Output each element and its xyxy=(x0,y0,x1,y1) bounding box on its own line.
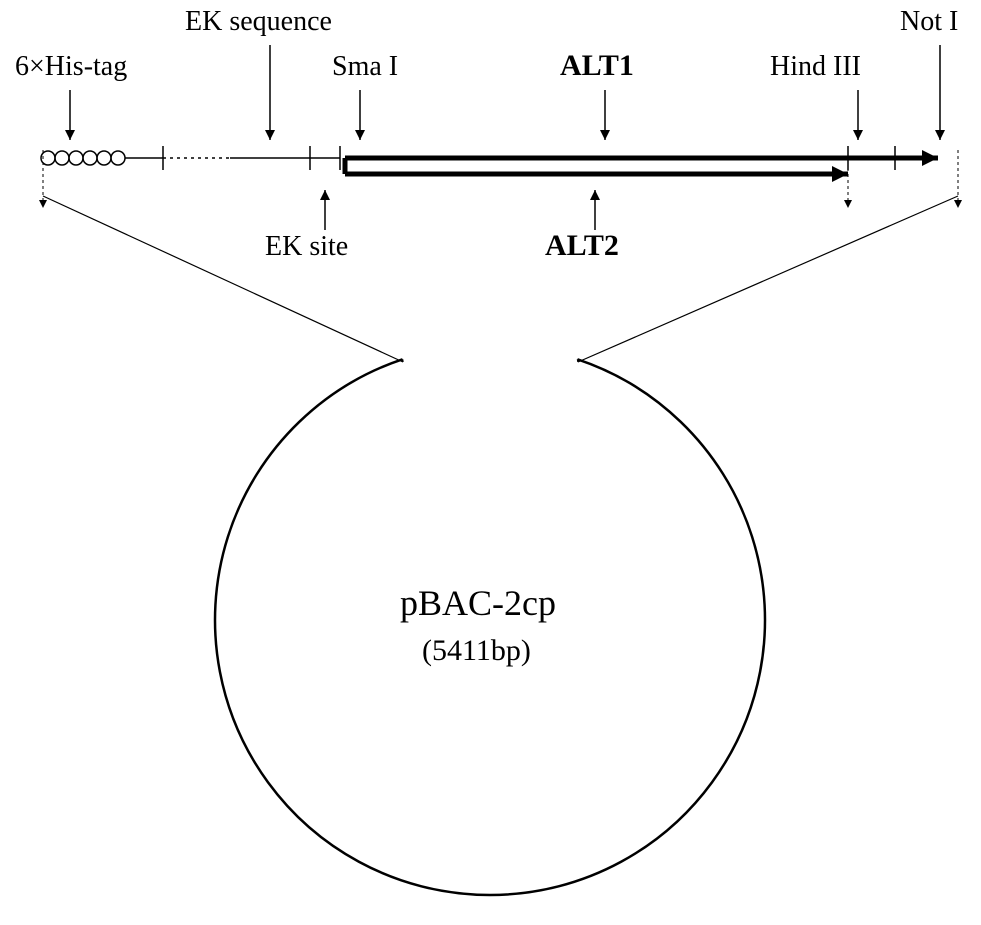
label-hind-iii: Hind III xyxy=(770,51,861,82)
plasmid-circle xyxy=(215,359,765,895)
his-tag-circle xyxy=(83,151,97,165)
label-alt2: ALT2 xyxy=(545,229,619,262)
alt1-arrowhead xyxy=(922,150,938,166)
label-his-tag: 6×His-tag xyxy=(15,51,127,82)
his-tag-circle xyxy=(55,151,69,165)
his-tag-circle xyxy=(111,151,125,165)
label-ek-site: EK site xyxy=(265,231,348,262)
label-ek-sequence: EK sequence xyxy=(185,6,332,37)
his-tag-circle xyxy=(69,151,83,165)
his-tag-circle xyxy=(97,151,111,165)
plasmid-size: (5411bp) xyxy=(422,634,531,667)
alt2-arrowhead xyxy=(832,166,848,182)
plasmid-name: pBAC-2cp xyxy=(400,583,556,623)
label-not-i: Not I xyxy=(900,6,958,37)
label-alt1: ALT1 xyxy=(560,49,634,82)
label-sma-i: Sma I xyxy=(332,51,398,82)
